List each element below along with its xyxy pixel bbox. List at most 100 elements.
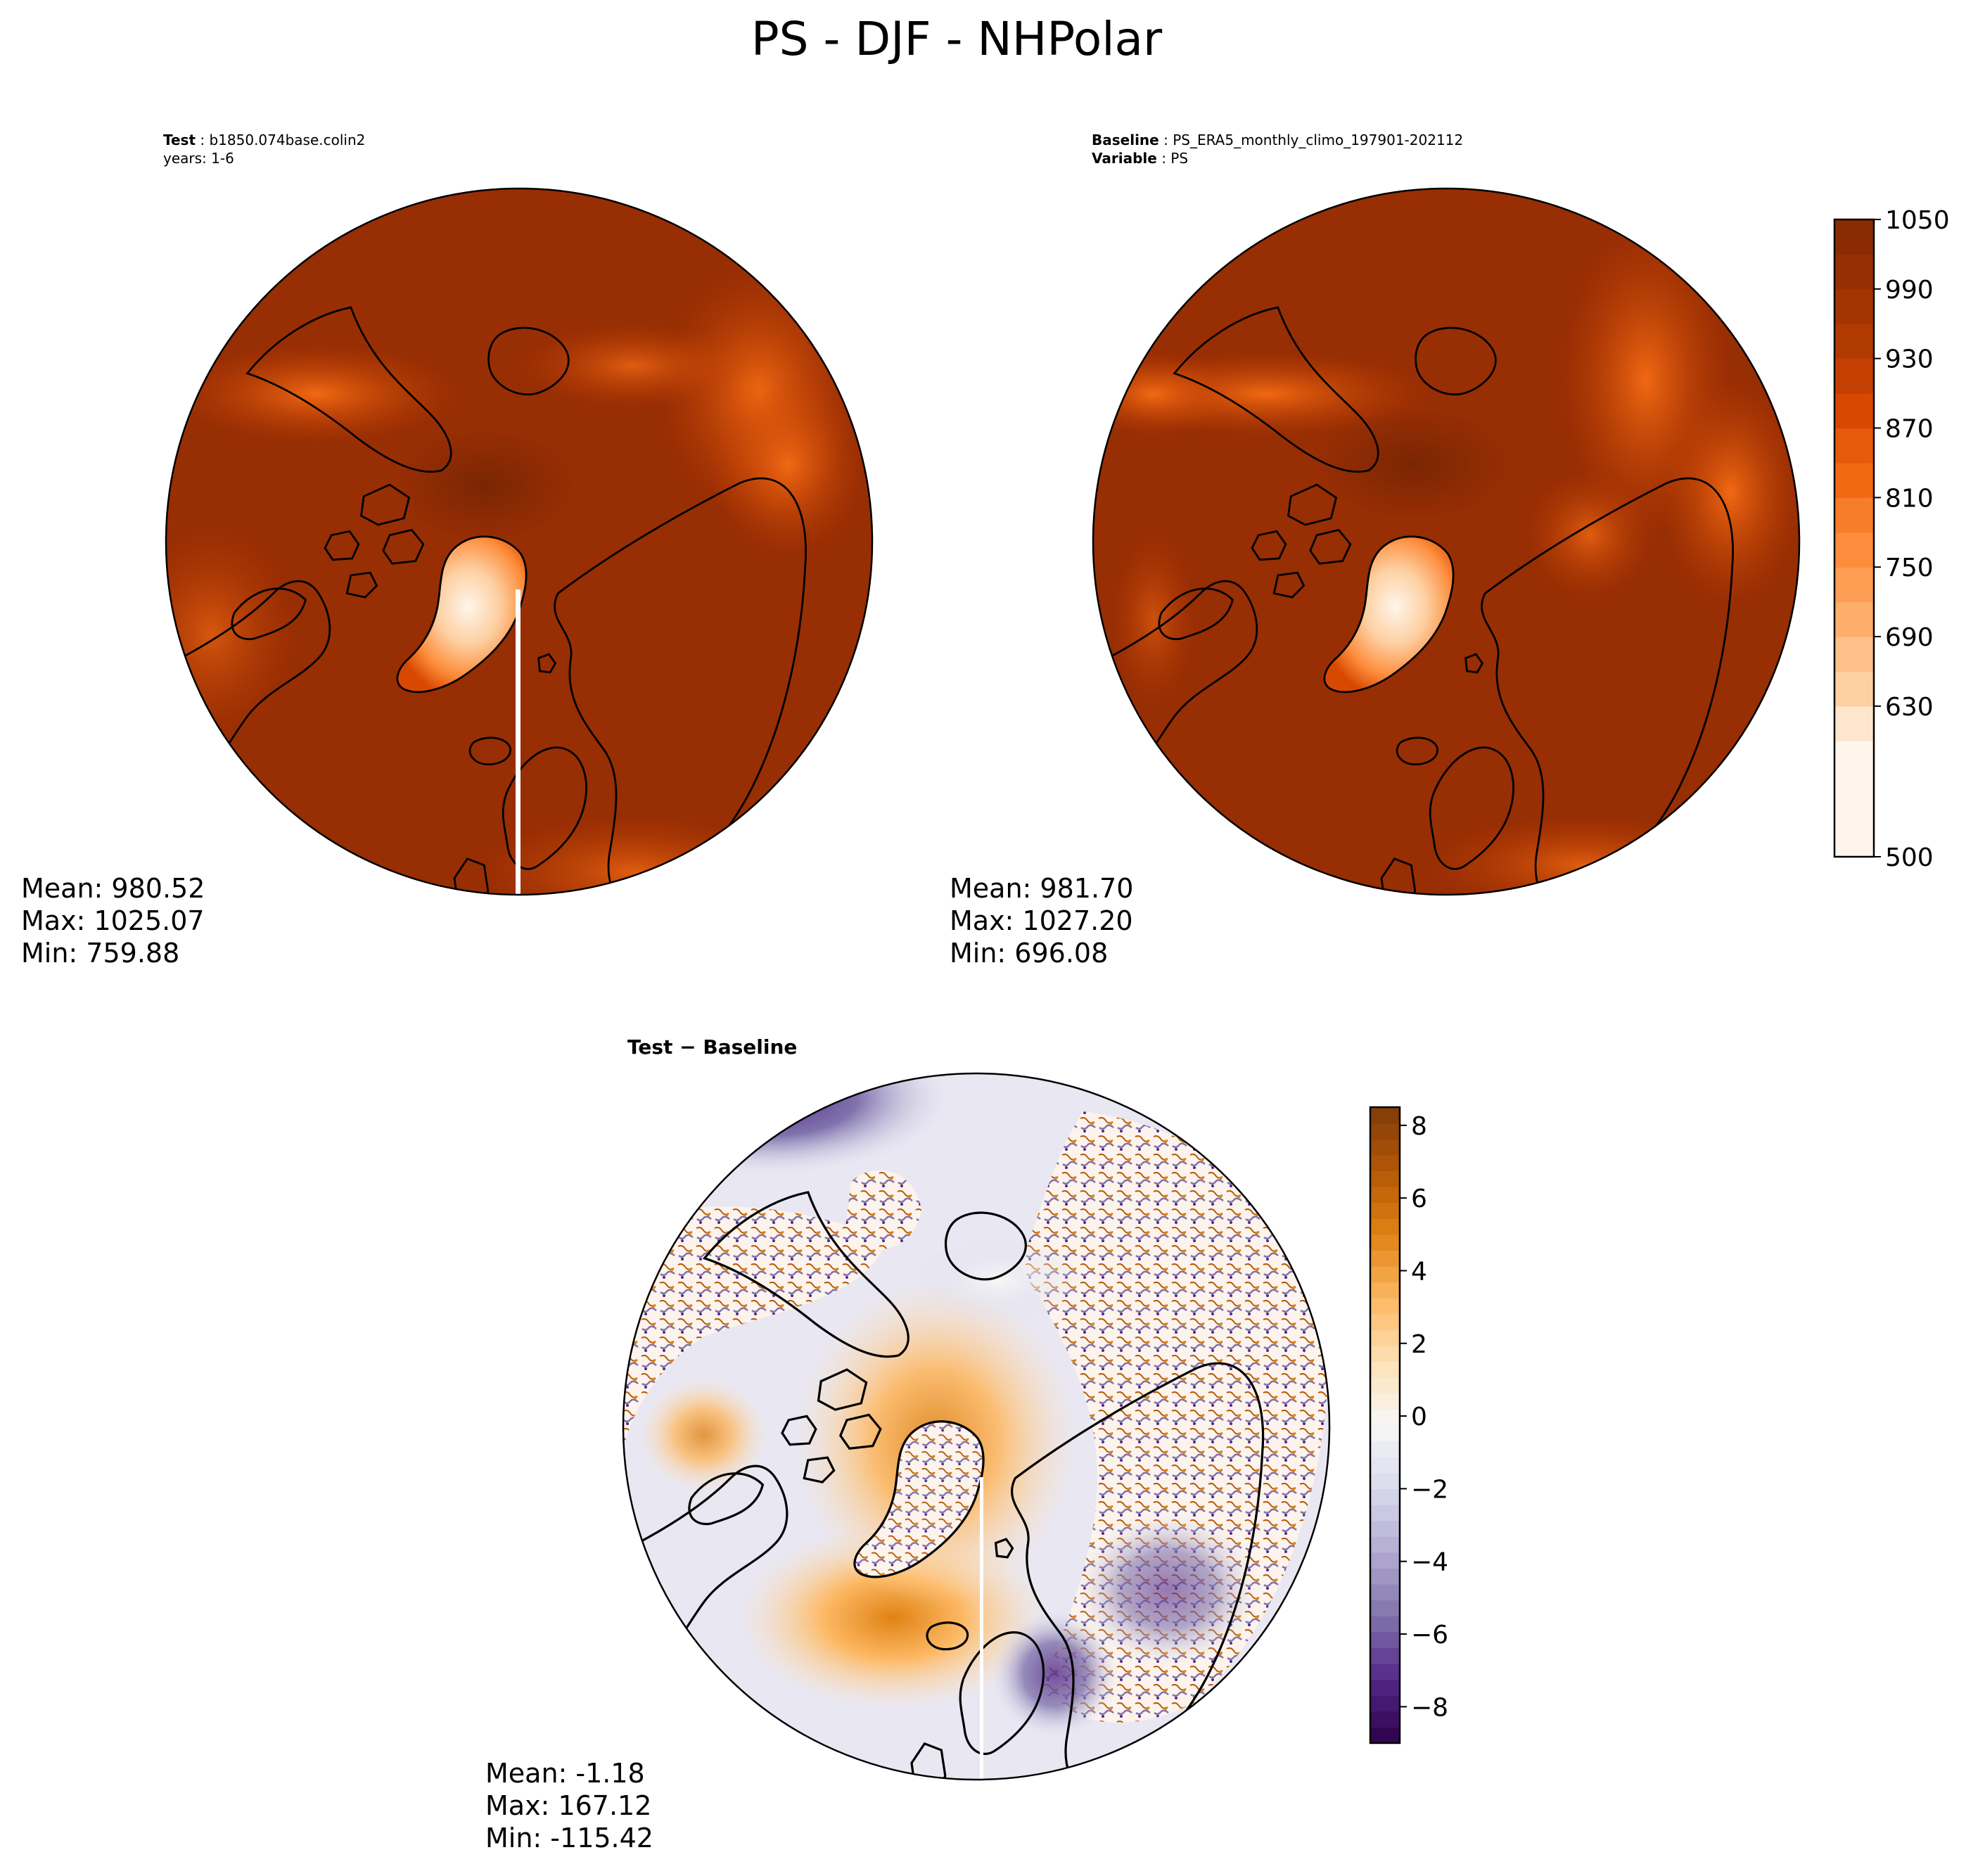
colorbar-band	[1370, 1313, 1400, 1330]
colorbar-band	[1834, 601, 1874, 637]
colorbar-band	[1834, 706, 1874, 741]
colorbar-band	[1370, 1600, 1400, 1616]
colorbar-band	[1834, 497, 1874, 533]
colorbar-frame	[1369, 1106, 1401, 1744]
colorbar-tick-label: 6	[1411, 1185, 1427, 1213]
colorbar-band	[1834, 288, 1874, 324]
baseline-map	[1093, 189, 1799, 895]
baseline-mean: Mean: 981.70	[950, 873, 1133, 904]
colorbar-band	[1370, 1568, 1400, 1585]
colorbar-band	[1370, 1552, 1400, 1569]
difference-label: Test − Baseline	[627, 1035, 797, 1059]
colorbar-band	[1370, 1664, 1400, 1680]
colorbar-tick-label: 500	[1885, 843, 1934, 872]
test-label: Test : b1850.074base.colin2	[163, 132, 365, 148]
colorbar-band	[1370, 1457, 1400, 1474]
colorbar-band	[1370, 1361, 1400, 1378]
colorbar-band	[1370, 1123, 1400, 1140]
test-mean: Mean: 980.52	[21, 873, 205, 904]
colorbar-band	[1370, 1298, 1400, 1315]
test-max: Max: 1025.07	[21, 905, 205, 936]
colorbar-tick-label: −4	[1411, 1548, 1448, 1577]
colorbar-band	[1834, 393, 1874, 429]
colorbar-band	[1834, 428, 1874, 464]
test-min: Min: 759.88	[21, 938, 179, 969]
panel-difference: Test − Baseline	[485, 1035, 1331, 1853]
difference-max: Max: 167.12	[485, 1790, 651, 1821]
colorbar-band	[1834, 567, 1874, 603]
colorbar-band	[1370, 1250, 1400, 1267]
colorbar-band	[1834, 741, 1874, 857]
colorbar-band	[1370, 1139, 1400, 1156]
colorbar-tick-label: 690	[1885, 623, 1934, 652]
colorbar-band	[1370, 1393, 1400, 1410]
colorbar-band	[1370, 1647, 1400, 1664]
panel-baseline: Baseline : PS_ERA5_monthly_climo_197901-…	[950, 132, 1801, 969]
colorbar-band	[1370, 1218, 1400, 1235]
colorbar-band	[1370, 1584, 1400, 1601]
colorbar-band	[1370, 1234, 1400, 1251]
colorbar-band	[1370, 1520, 1400, 1537]
colorbar-band	[1370, 1679, 1400, 1696]
colorbar-band	[1834, 358, 1874, 394]
colorbar-tick-label: 930	[1885, 345, 1934, 374]
difference-map	[623, 1073, 1329, 1780]
colorbar-band	[1370, 1616, 1400, 1633]
baseline-max: Max: 1027.20	[950, 905, 1133, 936]
panel-test: Test : b1850.074base.colin2 years: 1-6	[21, 132, 874, 969]
difference-mean: Mean: -1.18	[485, 1758, 645, 1789]
colorbar-band	[1370, 1329, 1400, 1346]
colorbar-band	[1834, 637, 1874, 672]
colorbar-band	[1834, 324, 1874, 359]
baseline-variable: Variable : PS	[1092, 150, 1188, 167]
colorbar-band	[1370, 1472, 1400, 1489]
test-map	[166, 189, 872, 895]
baseline-min: Min: 696.08	[950, 938, 1108, 969]
colorbar-band	[1370, 1488, 1400, 1505]
colorbar-tick-label: 4	[1411, 1257, 1427, 1286]
colorbar-tick-label: 810	[1885, 484, 1934, 513]
colorbar-band	[1370, 1266, 1400, 1283]
colorbar-band	[1370, 1711, 1400, 1728]
colorbar-band	[1834, 671, 1874, 707]
colorbar-tick-label: 8	[1411, 1112, 1427, 1141]
colorbar-tick-label: 0	[1411, 1403, 1427, 1431]
colorbar-band	[1370, 1377, 1400, 1394]
figure-title: PS - DJF - NHPolar	[751, 12, 1163, 66]
difference-colorbar: −8 −6 −4 −2 0 2 4 6 8	[1369, 1106, 1448, 1744]
colorbar-band	[1370, 1631, 1400, 1648]
colorbar-band	[1370, 1441, 1400, 1457]
baseline-label: Baseline : PS_ERA5_monthly_climo_197901-…	[1092, 132, 1463, 148]
colorbar-band	[1370, 1170, 1400, 1187]
colorbar-band	[1370, 1695, 1400, 1712]
colorbar-tick-label: 2	[1411, 1330, 1427, 1359]
colorbar-tick-label: −6	[1411, 1621, 1448, 1650]
colorbar-band	[1370, 1187, 1400, 1204]
colorbar-band	[1370, 1154, 1400, 1171]
colorbar-band	[1370, 1536, 1400, 1553]
colorbar-tick-label: 870	[1885, 415, 1934, 444]
colorbar-band	[1370, 1425, 1400, 1442]
colorbar-tick-label: 630	[1885, 693, 1934, 722]
colorbar-band	[1834, 254, 1874, 290]
difference-min: Min: -115.42	[485, 1823, 653, 1853]
colorbar-tick-label: −2	[1411, 1475, 1448, 1504]
colorbar-band	[1370, 1727, 1400, 1744]
colorbar-band	[1834, 462, 1874, 498]
colorbar-band	[1370, 1107, 1400, 1124]
colorbar-tick-label: 990	[1885, 276, 1934, 305]
colorbar-band	[1834, 532, 1874, 568]
colorbar-tick-label: 750	[1885, 554, 1934, 582]
colorbar-band	[1370, 1346, 1400, 1363]
colorbar-band	[1370, 1409, 1400, 1426]
colorbar-band	[1370, 1505, 1400, 1521]
colorbar-frame	[1833, 218, 1875, 858]
colorbar-band	[1370, 1282, 1400, 1298]
ps-colorbar: 500 630 690 750 810 870 930 990 1050	[1833, 206, 1950, 872]
colorbar-tick-label: 1050	[1885, 206, 1950, 235]
colorbar-tick-label: −8	[1411, 1693, 1448, 1722]
colorbar-band	[1370, 1202, 1400, 1219]
colorbar-band	[1834, 219, 1874, 255]
test-subtitle: years: 1-6	[163, 150, 234, 167]
